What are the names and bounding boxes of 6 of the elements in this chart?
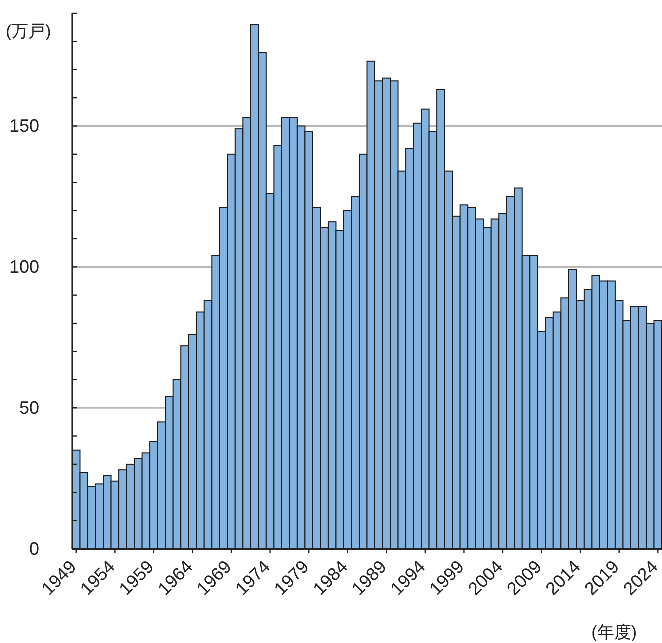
y-tick-label: 0 [29,539,40,559]
y-tick-label: 100 [9,257,40,278]
x-axis-title: (年度) [592,623,637,642]
y-axis-title: (万戸) [6,22,52,41]
y-tick-label: 150 [9,116,40,136]
y-tick-label: 50 [19,398,40,418]
